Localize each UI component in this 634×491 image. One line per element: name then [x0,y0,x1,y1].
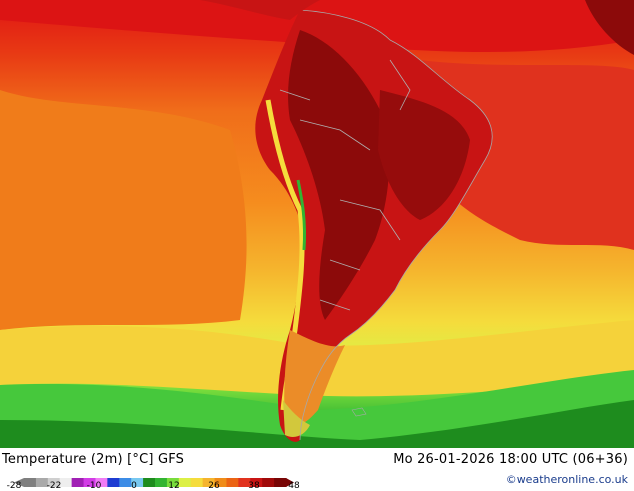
colorbar-segment [202,478,216,487]
colorbar-segment [178,478,192,487]
colorbar-segment [83,478,96,487]
africa-edge-landmass [585,0,634,55]
colorbar-tick-label: -28 [6,481,22,491]
colorbar-segment [47,478,61,487]
pacific-orange-region [0,90,247,330]
colorbar-tick-label: 12 [168,481,180,491]
colorbar-segment [119,478,132,487]
colorbar-arrow-right [286,478,294,487]
south-america-hot-core [288,30,390,320]
colorbar-tick-label: -22 [46,481,62,491]
colorbar-segment [274,478,287,487]
colorbar-segment [214,478,227,487]
colorbar-segment [166,478,180,487]
temperature-map [0,0,634,448]
credit-link[interactable]: ©weatheronline.co.uk [505,473,628,486]
colorbar-tick-label: 26 [208,481,220,491]
colorbar-segment [238,478,251,487]
central-america-landmass [200,0,320,20]
colorbar-segment [35,478,49,487]
colorbar-tick-label: -10 [86,481,102,491]
patagonia-tip [283,400,310,437]
colorbar-strip [14,478,294,487]
colorbar-segment [226,478,239,487]
colorbar-arrow-left [14,478,24,487]
colorbar-tick-label: 0 [131,481,137,491]
colorbar-segment [71,478,85,487]
colorbar-segment [190,478,204,487]
colorbar-segment [143,478,156,487]
colorbar-segment [250,478,263,487]
patagonia-region [284,330,345,426]
coastline-outline [299,9,493,441]
map-footer: Temperature (2m) [°C] GFS Mo 26-01-2026 … [0,448,634,491]
colorbar-segment [59,478,73,487]
falkland-islands [351,407,367,417]
colorbar-segment [155,478,168,487]
brazil-hot-region [378,90,470,220]
colorbar-tick-label: 38 [248,481,260,491]
colorbar-segment [95,478,108,487]
valid-time: Mo 26-01-2026 18:00 UTC (06+36) [393,452,628,467]
colorbar-segment [107,478,120,487]
colorbar-segment [24,478,37,487]
colorbar-segment [131,478,144,487]
andes-green-patch [296,179,307,251]
south-dark-green-band [0,400,634,448]
legend-title: Temperature (2m) [°C] GFS [2,452,185,467]
country-borders [279,59,411,311]
colorbar-segment [262,478,275,487]
colorbar-tick-label: 48 [288,481,300,491]
colorbar: -28 -22 -10 0 12 26 38 48 [7,472,300,491]
